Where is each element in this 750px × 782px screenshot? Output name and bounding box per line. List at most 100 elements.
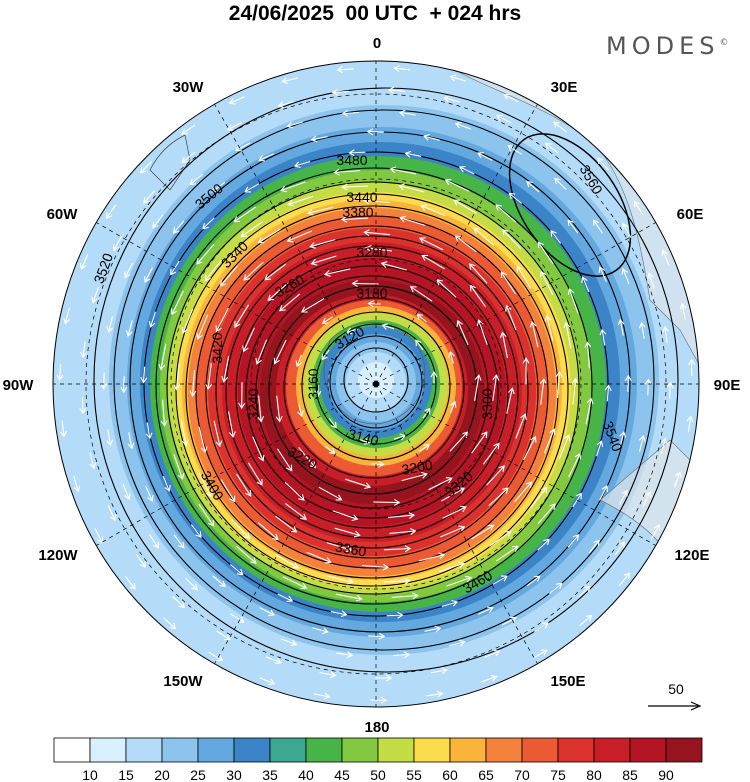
- colorbar-tick-label: 20: [154, 767, 170, 782]
- wind-arrow: [327, 575, 354, 585]
- wind-arrow: [633, 200, 644, 216]
- map-title: 24/06/2025 00 UTC + 024 hrs: [228, 2, 522, 25]
- colorbar: 10 15 20 25 30 35 40 45 50 55 60 65 70 75 80 85 90: [53, 737, 703, 782]
- wind-arrow: [275, 515, 298, 533]
- wind-arrow: [660, 437, 668, 455]
- wind-arrow: [279, 293, 301, 312]
- lon-label: 180: [364, 719, 389, 736]
- wind-arrow: [366, 128, 384, 136]
- wind-arrow: [386, 611, 404, 619]
- wind-arrow: [496, 114, 512, 124]
- lon-label: 120E: [674, 547, 709, 564]
- wind-arrow: [540, 270, 554, 296]
- wind-arrow: [255, 339, 268, 365]
- wind-arrow: [285, 503, 307, 520]
- wind-arrow: [426, 690, 444, 698]
- wind-arrow: [424, 625, 442, 633]
- wind-arrow: [310, 255, 337, 266]
- wind-arrow: [318, 486, 343, 501]
- wind-arrow: [448, 350, 455, 364]
- wind-arrow: [530, 486, 548, 509]
- wind-arrow: [300, 298, 325, 313]
- wind-arrow: [495, 545, 519, 562]
- wind-arrow: [488, 487, 509, 507]
- contour-label: 3480: [336, 152, 367, 168]
- wind-arrow: [688, 358, 696, 376]
- wind-arrow: [674, 471, 682, 488]
- wind-arrow: [198, 503, 215, 527]
- wind-arrow: [495, 204, 517, 223]
- wind-arrow: [124, 575, 136, 590]
- lon-label: 150E: [550, 673, 585, 690]
- wind-arrow: [375, 674, 393, 682]
- wind-arrow: [529, 320, 539, 348]
- wind-arrow: [503, 93, 519, 103]
- colorbar-swatch: [89, 737, 127, 763]
- colorbar-tick-label: 30: [226, 767, 242, 782]
- latitude-circle: [250, 258, 502, 510]
- wind-arrow: [544, 142, 559, 154]
- wind-arrow: [442, 505, 467, 519]
- reference-vector: 50: [648, 681, 702, 711]
- wind-arrow: [578, 585, 591, 598]
- wind-arrow: [340, 215, 368, 223]
- wind-arrow: [443, 95, 460, 103]
- wind-arrow: [508, 192, 523, 204]
- wind-arrow: [252, 436, 265, 462]
- wind-arrow: [486, 465, 505, 486]
- wind-arrow: [679, 302, 687, 320]
- wind-arrow: [243, 261, 264, 281]
- wind-arrow: [79, 397, 87, 415]
- wind-arrow: [471, 431, 488, 454]
- wind-arrow: [436, 279, 457, 298]
- height-contour: [245, 265, 499, 519]
- wind-arrow: [430, 667, 448, 675]
- wind-arrow: [389, 528, 417, 535]
- colorbar-tick-label: 35: [262, 767, 278, 782]
- height-contour: [255, 275, 489, 509]
- wind-arrow: [216, 630, 231, 641]
- wind-arrow: [212, 575, 226, 588]
- wind-arrow: [418, 552, 446, 562]
- wind-arrow: [393, 651, 411, 659]
- wind-arrow: [181, 124, 196, 135]
- height-contour: [166, 181, 580, 595]
- wind-arrow: [441, 599, 459, 608]
- contour-label: 3200: [400, 456, 434, 477]
- wind-arrow: [309, 239, 336, 249]
- wind-arrow: [666, 381, 674, 399]
- colorbar-tick-label: 90: [658, 767, 674, 782]
- map-border: [52, 60, 700, 708]
- wind-arrow: [550, 230, 562, 244]
- wind-arrow: [383, 577, 411, 585]
- wind-arrow: [644, 378, 652, 396]
- wind-arrow: [567, 219, 579, 234]
- height-contour-ridge: [508, 133, 632, 277]
- wind-arrow: [444, 178, 470, 192]
- height-contour: [205, 225, 539, 559]
- colorbar-swatch: [197, 737, 235, 763]
- wind-arrow: [181, 308, 194, 334]
- wind-arrow: [145, 422, 153, 440]
- colorbar-swatch: [593, 737, 631, 763]
- wind-arrow: [287, 195, 314, 207]
- wind-arrow: [458, 165, 475, 175]
- wind-arrow: [563, 321, 572, 349]
- wind-arrow: [160, 399, 168, 427]
- wind-arrow: [348, 149, 366, 157]
- wind-arrow: [56, 363, 64, 381]
- wind-arrow: [473, 227, 495, 246]
- wind-arrow: [567, 534, 580, 548]
- wind-arrow: [441, 487, 466, 502]
- contour-label: 3160: [305, 368, 321, 399]
- wind-arrow: [686, 415, 694, 433]
- wind-arrow: [80, 254, 89, 270]
- wind-arrow: [100, 372, 108, 390]
- wind-arrow: [264, 263, 287, 281]
- height-contour: [283, 297, 465, 479]
- wind-arrow: [277, 101, 295, 109]
- brand-name: MODES: [606, 32, 720, 60]
- wind-arrow: [416, 313, 427, 323]
- wind-arrow: [449, 74, 466, 82]
- wind-arrow: [537, 503, 556, 525]
